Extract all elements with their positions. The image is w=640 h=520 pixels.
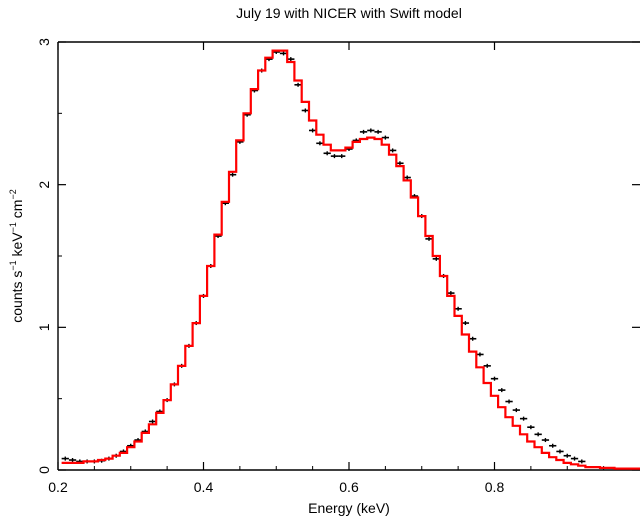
data-point-45 xyxy=(389,148,397,153)
y-label-mid: keV xyxy=(9,232,25,261)
x-axis-label: Energy (keV) xyxy=(308,500,390,516)
x-tick-label-1: 0.4 xyxy=(194,479,214,495)
x-tick-label-2: 0.6 xyxy=(339,479,359,495)
data-point-68 xyxy=(556,449,564,454)
data-point-65 xyxy=(534,432,542,437)
data-point-71 xyxy=(578,459,586,464)
y-label-base: counts s xyxy=(9,271,25,323)
model-step-line xyxy=(61,49,640,470)
data-point-32 xyxy=(294,82,302,87)
y-label-sup3: −2 xyxy=(8,189,18,199)
data-point-44 xyxy=(381,135,390,140)
data-point-35 xyxy=(316,141,324,146)
y-label-tail: cm xyxy=(9,200,25,223)
data-point-12 xyxy=(148,419,157,424)
data-point-1 xyxy=(68,458,77,463)
data-point-61 xyxy=(505,399,513,404)
y-label-sup1: −1 xyxy=(8,260,18,270)
data-point-36 xyxy=(323,151,331,156)
y-tick-label-0: 0 xyxy=(36,466,52,474)
y-tick-label-3: 3 xyxy=(36,38,52,46)
y-label-sup2: −1 xyxy=(8,222,18,232)
data-point-63 xyxy=(519,416,528,421)
y-tick-label-2: 2 xyxy=(36,181,52,189)
data-point-23 xyxy=(228,172,237,177)
data-point-41 xyxy=(359,129,368,134)
y-tick-label-1: 1 xyxy=(36,323,52,331)
x-tick-label-0: 0.2 xyxy=(48,479,68,495)
data-point-31 xyxy=(287,57,295,62)
data-point-54 xyxy=(454,306,462,311)
data-point-58 xyxy=(483,363,491,368)
data-point-55 xyxy=(461,321,470,326)
data-point-37 xyxy=(330,154,339,159)
data-point-66 xyxy=(541,438,550,443)
data-points xyxy=(61,49,586,464)
x-axis: 0.2 0.4 0.6 0.8 xyxy=(48,42,605,495)
x-tick-label-3: 0.8 xyxy=(485,479,505,495)
data-point-56 xyxy=(469,336,477,341)
data-point-53 xyxy=(447,291,455,296)
plot-frame xyxy=(57,41,640,471)
data-point-57 xyxy=(476,352,484,357)
data-point-38 xyxy=(338,154,346,159)
data-point-34 xyxy=(308,128,317,133)
data-point-59 xyxy=(490,376,499,381)
data-point-0 xyxy=(61,456,69,461)
data-point-50 xyxy=(425,236,433,241)
data-point-51 xyxy=(432,256,440,261)
data-point-46 xyxy=(396,161,404,166)
y-axis-label: counts s−1 keV−1 cm−2 xyxy=(8,189,25,323)
data-point-69 xyxy=(563,453,571,458)
data-point-43 xyxy=(374,129,382,134)
data-point-70 xyxy=(570,456,579,461)
data-point-47 xyxy=(403,175,411,180)
chart-title: July 19 with NICER with Swift model xyxy=(236,5,462,21)
data-point-60 xyxy=(498,388,506,393)
data-point-33 xyxy=(301,108,309,113)
data-point-30 xyxy=(279,51,288,56)
data-point-42 xyxy=(367,128,375,133)
data-point-62 xyxy=(512,408,520,413)
data-point-67 xyxy=(549,443,557,448)
data-point-64 xyxy=(527,425,535,430)
y-axis: 0 1 2 3 xyxy=(36,38,640,474)
